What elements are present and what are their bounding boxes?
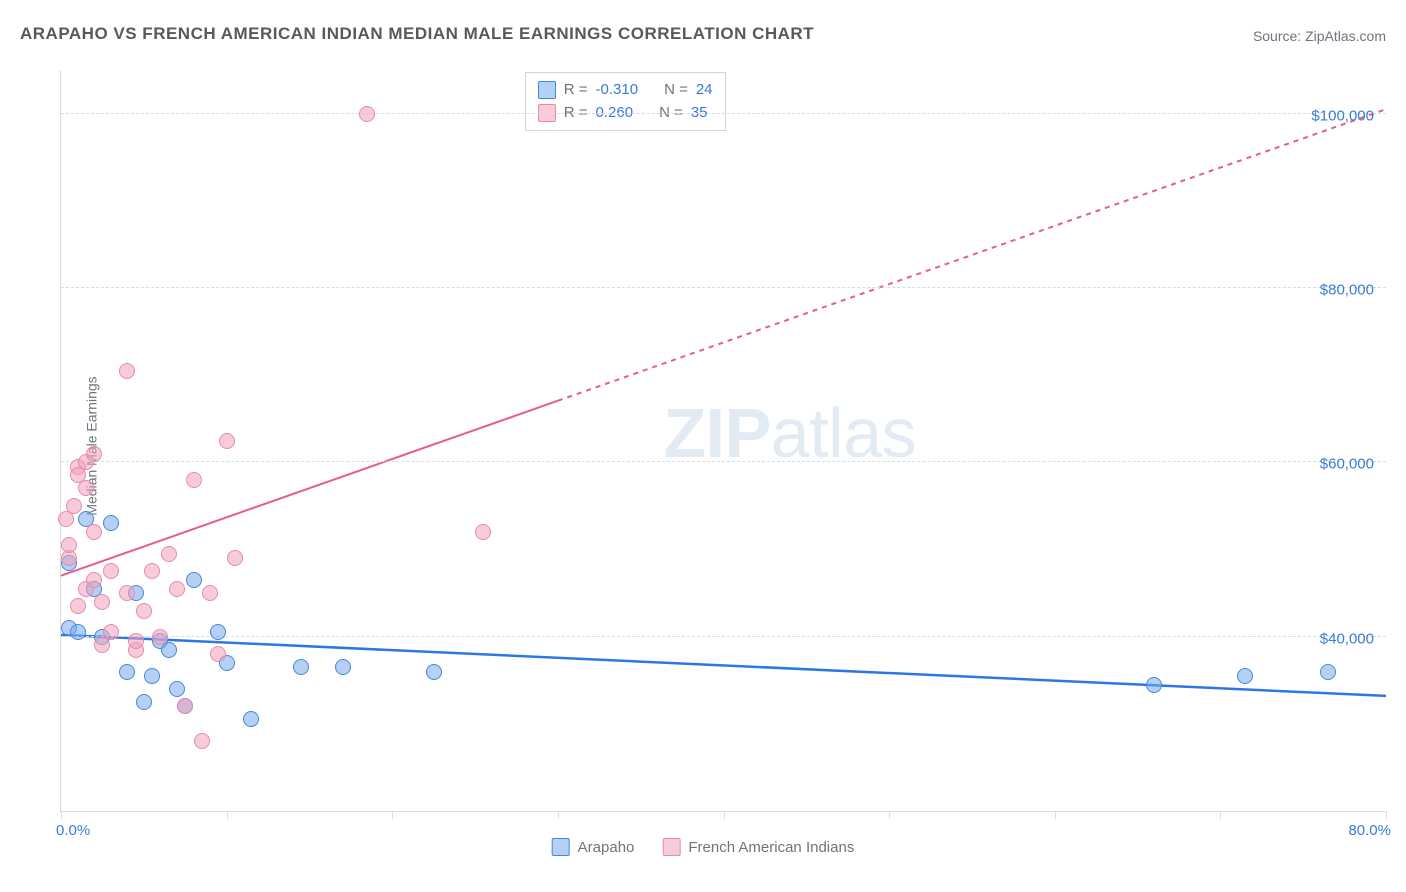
scatter-point xyxy=(86,572,102,588)
x-tick xyxy=(889,811,890,819)
legend-correlation: R = -0.310 N = 24 R = 0.260 N = 35 xyxy=(525,72,726,131)
scatter-point xyxy=(194,733,210,749)
legend-item-arapaho: Arapaho xyxy=(552,838,635,856)
scatter-point xyxy=(186,472,202,488)
watermark-atlas: atlas xyxy=(771,394,916,472)
legend-item-french: French American Indians xyxy=(662,838,854,856)
scatter-point xyxy=(70,624,86,640)
scatter-point xyxy=(103,563,119,579)
scatter-point xyxy=(136,603,152,619)
scatter-point xyxy=(70,598,86,614)
y-tick-label: $60,000 xyxy=(1320,456,1374,473)
x-tick xyxy=(61,811,62,819)
plot-area: ZIPatlas R = -0.310 N = 24 R = 0.260 N =… xyxy=(60,70,1386,812)
scatter-point xyxy=(61,537,77,553)
scatter-point xyxy=(243,711,259,727)
x-tick xyxy=(392,811,393,819)
scatter-point xyxy=(161,546,177,562)
scatter-point xyxy=(210,646,226,662)
scatter-point xyxy=(475,524,491,540)
scatter-point xyxy=(210,624,226,640)
y-tick-label: $100,000 xyxy=(1311,107,1374,124)
scatter-point xyxy=(103,515,119,531)
scatter-point xyxy=(219,433,235,449)
r-label: R = xyxy=(564,79,588,102)
scatter-point xyxy=(186,572,202,588)
scatter-point xyxy=(202,585,218,601)
legend-label-arapaho: Arapaho xyxy=(578,839,635,856)
scatter-point xyxy=(152,629,168,645)
x-tick xyxy=(558,811,559,819)
scatter-point xyxy=(1237,668,1253,684)
gridline-h xyxy=(61,636,1386,637)
scatter-point xyxy=(293,659,309,675)
scatter-point xyxy=(136,694,152,710)
x-axis-min-label: 0.0% xyxy=(56,822,90,839)
legend-series: Arapaho French American Indians xyxy=(552,838,855,856)
r-value-blue: -0.310 xyxy=(596,79,639,102)
x-tick xyxy=(227,811,228,819)
n-label: N = xyxy=(664,79,688,102)
scatter-point xyxy=(1320,664,1336,680)
gridline-h xyxy=(61,461,1386,462)
x-tick xyxy=(1055,811,1056,819)
y-tick-label: $40,000 xyxy=(1320,630,1374,647)
x-axis-max-label: 80.0% xyxy=(1348,822,1391,839)
chart-source: Source: ZipAtlas.com xyxy=(1253,28,1386,44)
scatter-point xyxy=(1146,677,1162,693)
scatter-point xyxy=(177,698,193,714)
scatter-point xyxy=(86,524,102,540)
x-tick xyxy=(1220,811,1221,819)
chart-title: ARAPAHO VS FRENCH AMERICAN INDIAN MEDIAN… xyxy=(20,24,814,44)
scatter-point xyxy=(119,664,135,680)
n-value-blue: 24 xyxy=(696,79,713,102)
scatter-point xyxy=(94,594,110,610)
gridline-h xyxy=(61,113,1386,114)
scatter-point xyxy=(144,668,160,684)
scatter-point xyxy=(66,498,82,514)
x-tick xyxy=(1386,811,1387,819)
swatch-blue xyxy=(552,838,570,856)
scatter-point xyxy=(119,363,135,379)
scatter-point xyxy=(169,681,185,697)
scatter-point xyxy=(144,563,160,579)
trend-lines-svg xyxy=(61,70,1386,811)
scatter-point xyxy=(359,106,375,122)
watermark-zip: ZIP xyxy=(663,394,770,472)
gridline-h xyxy=(61,287,1386,288)
scatter-point xyxy=(426,664,442,680)
scatter-point xyxy=(128,633,144,649)
legend-row-blue: R = -0.310 N = 24 xyxy=(538,79,713,102)
scatter-point xyxy=(335,659,351,675)
swatch-blue xyxy=(538,81,556,99)
scatter-point xyxy=(103,624,119,640)
scatter-point xyxy=(227,550,243,566)
y-tick-label: $80,000 xyxy=(1320,281,1374,298)
scatter-point xyxy=(119,585,135,601)
scatter-point xyxy=(78,480,94,496)
legend-label-french: French American Indians xyxy=(688,839,854,856)
x-tick xyxy=(724,811,725,819)
scatter-point xyxy=(169,581,185,597)
swatch-pink xyxy=(662,838,680,856)
scatter-point xyxy=(86,446,102,462)
